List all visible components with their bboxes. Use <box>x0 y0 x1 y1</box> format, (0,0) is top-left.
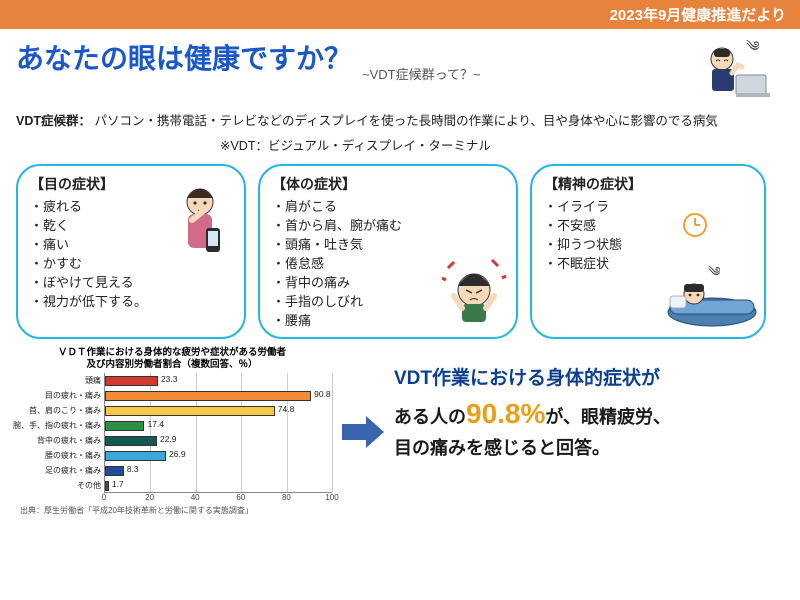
box-body: 【体の症状】 肩がこる首から肩、腕が痛む頭痛・吐き気倦怠感背中の痛み手指のしびれ… <box>258 164 518 339</box>
box-eye: 【目の症状】 疲れる乾く痛いかすむぼやけて見える視力が低下する。 <box>16 164 246 339</box>
chart-bar-label: 腕、手、指の疲れ・痛み <box>13 420 105 431</box>
header-text: 2023年9月健康推進だより <box>610 7 786 24</box>
list-item: 視力が低下する。 <box>30 291 232 310</box>
svg-text:༄: ༄ <box>708 264 720 279</box>
chart-area: 頭痛 23.3 目の疲れ・痛み 90.8 首、肩のこり・痛み 74.8 腕、手、指の疲れ・痛… <box>12 373 332 503</box>
chart-source: 出典：厚生労働省「平成20年技術革新と労働に関する実態調査」 <box>20 505 332 516</box>
chart-bar-value: 74.8 <box>278 404 295 414</box>
chart-bar-label: 目の疲れ・痛み <box>13 390 105 401</box>
title-row: あなたの眼は健康ですか？ ~VDT症候群って？~ ༄ <box>0 29 800 110</box>
chart-bar <box>105 466 124 476</box>
list-item: イライラ <box>544 196 752 215</box>
chart-bar-label: 首、肩のこり・痛み <box>13 405 105 416</box>
callout: VDT作業における身体的症状が ある人の90.8%が、眼精疲労、 目の痛みを感じ… <box>394 347 788 517</box>
chart-bar-value: 26.9 <box>169 449 186 459</box>
list-item: 不安感 <box>544 215 752 234</box>
arrow-icon <box>338 347 388 517</box>
chart-title-l1: ＶＤＴ作業における身体的な疲労や症状がある労働者 <box>58 347 286 358</box>
chart: ＶＤＴ作業における身体的な疲労や症状がある労働者 及び内容別労働者割合（複数回答… <box>12 347 332 517</box>
headache-icon <box>440 256 510 329</box>
list-item: 頭痛・吐き気 <box>272 234 504 253</box>
chart-bar-value: 1.7 <box>112 479 124 489</box>
chart-tick: 80 <box>282 493 291 502</box>
box-mind: 【精神の症状】 イライラ不安感抑うつ状態不眠症状 ༄ <box>530 164 766 339</box>
chart-title-l2: 及び内容別労働者割合（複数回答、％） <box>86 359 257 370</box>
chart-bar-value: 17.4 <box>147 419 164 429</box>
list-item: 肩がこる <box>272 196 504 215</box>
callout-line3: 目の痛みを感じると回答。 <box>394 435 788 462</box>
chart-title: ＶＤＴ作業における身体的な疲労や症状がある労働者 及び内容別労働者割合（複数回答… <box>12 347 332 372</box>
callout-lead: VDT作業における身体的症状が <box>394 365 788 394</box>
symptom-boxes: 【目の症状】 疲れる乾く痛いかすむぼやけて見える視力が低下する。 【体の症状】 … <box>0 160 800 345</box>
subtitle: ~VDT症候群って？~ <box>362 64 481 83</box>
chart-bar <box>105 451 166 461</box>
definition-text: パソコン・携帯電話・テレビなどのディスプレイを使った長時間の作業により、目や身体… <box>95 114 718 128</box>
phone-eyestrain-icon <box>172 180 236 273</box>
callout-post: が、眼精疲労、 <box>545 407 671 427</box>
chart-plot: 頭痛23.3目の疲れ・痛み90.8首、肩のこり・痛み74.8腕、手、指の疲れ・痛… <box>104 373 332 493</box>
callout-line2: ある人の90.8%が、眼精疲労、 <box>394 393 788 435</box>
list-item: 抑うつ状態 <box>544 234 752 253</box>
chart-tick: 60 <box>236 493 245 502</box>
chart-bar-label: 頭痛 <box>13 375 105 386</box>
chart-bar <box>105 421 144 431</box>
chart-bar-label: その他 <box>13 480 105 491</box>
callout-em: 90.8% <box>466 398 545 429</box>
chart-ticks: 020406080100 <box>104 493 332 503</box>
definition-label: VDT症候群： <box>16 114 91 128</box>
chart-tick: 20 <box>145 493 154 502</box>
chart-bar-label: 腰の疲れ・痛み <box>13 450 105 461</box>
callout-pre: ある人の <box>394 407 466 427</box>
chart-tick: 0 <box>102 493 106 502</box>
definition-block: VDT症候群： パソコン・携帯電話・テレビなどのディスプレイを使った長時間の作業… <box>0 110 800 135</box>
lower-section: ＶＤＴ作業における身体的な疲労や症状がある労働者 及び内容別労働者割合（複数回答… <box>0 345 800 521</box>
insomnia-icon: ༄ <box>664 264 760 331</box>
clock-icon <box>682 212 708 241</box>
chart-bar-value: 23.3 <box>161 374 178 384</box>
list-item: 首から肩、腕が痛む <box>272 215 504 234</box>
chart-bar <box>105 481 109 491</box>
chart-bar-value: 8.3 <box>127 464 139 474</box>
chart-tick: 40 <box>191 493 200 502</box>
chart-bar <box>105 376 158 386</box>
definition-note: ※VDT：ビジュアル・ディスプレイ・ターミナル <box>0 135 800 160</box>
tired-office-worker-icon: ༄ <box>692 37 778 110</box>
box-body-heading: 【体の症状】 <box>272 174 504 194</box>
chart-bar-value: 22.9 <box>160 434 177 444</box>
box-mind-list: イライラ不安感抑うつ状態不眠症状 <box>544 196 752 272</box>
chart-tick: 100 <box>325 493 338 502</box>
chart-bar-label: 背中の疲れ・痛み <box>13 435 105 446</box>
chart-bar <box>105 406 275 416</box>
header-bar: 2023年9月健康推進だより <box>0 0 800 29</box>
svg-text:༄: ༄ <box>746 38 759 54</box>
list-item: ぼやけて見える <box>30 272 232 291</box>
chart-bar-value: 90.8 <box>314 389 331 399</box>
chart-bar-label: 足の疲れ・痛み <box>13 465 105 476</box>
main-title: あなたの眼は健康ですか？ <box>16 37 352 77</box>
chart-bar <box>105 436 157 446</box>
chart-bar <box>105 391 311 401</box>
box-mind-heading: 【精神の症状】 <box>544 174 752 194</box>
